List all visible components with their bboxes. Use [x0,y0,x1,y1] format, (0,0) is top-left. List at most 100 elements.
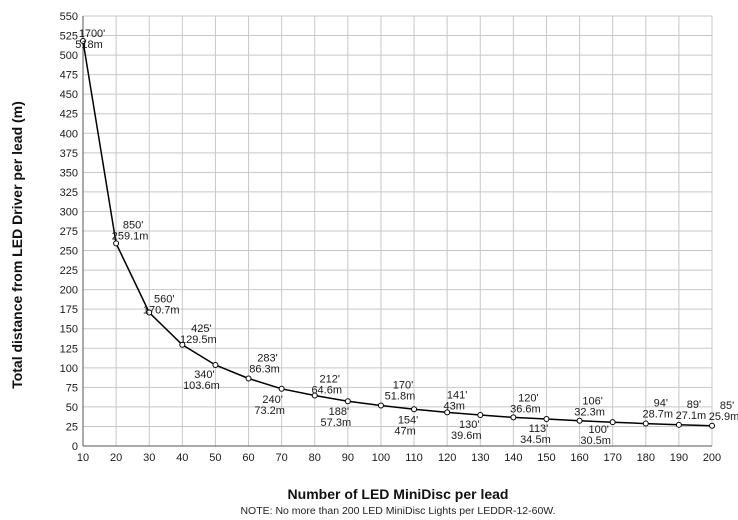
data-label-feet: 240' [262,394,282,406]
x-tick-label: 110 [405,452,423,464]
data-label-feet: 120' [518,392,538,404]
data-label-meters: 170.7m [143,305,180,317]
data-label-meters: 73.2m [254,405,285,417]
data-label-meters: 39.6m [451,430,482,442]
x-tick-label: 40 [176,452,188,464]
x-tick-label: 140 [504,452,522,464]
data-label-meters: 259.1m [112,230,149,242]
data-point [212,362,219,369]
data-point [80,38,86,45]
data-label-meters: 57.3m [321,417,352,429]
data-point [113,240,120,247]
series-line [82,40,713,427]
x-tick-label: 120 [438,452,456,464]
x-tick-label: 10 [77,452,89,464]
data-point [377,402,384,409]
data-label-meters: 28.7m [643,409,674,421]
data-label-meters: 129.5m [180,334,217,346]
x-tick-label: 180 [637,452,655,464]
y-tick-labels: 0 25 50 75 100 125 150 175 200 225 250 275 300 325 350… [60,11,78,453]
data-point [576,417,583,424]
y-tick-label: 350 [60,167,78,179]
x-tick-label: 20 [110,452,122,464]
data-points [80,38,715,429]
data-label-feet: 113' [529,423,549,435]
data-label-feet: 141' [447,389,467,401]
data-point [709,422,715,429]
y-tick-label: 275 [60,226,78,238]
data-label-meters: 51.8m [385,391,416,403]
data-label-feet: 425' [191,323,211,335]
x-tick-label: 160 [570,452,588,464]
data-label-feet: 170' [393,380,413,392]
data-label-feet: 560' [154,294,174,306]
x-tick-label: 30 [143,452,155,464]
x-tick-labels: 10 20 30 40 50 60 70 80 90 100 110 120 130 140 150 160 1… [77,452,721,464]
data-label-meters: 30.5m [580,435,611,447]
data-label-feet: 100' [588,424,608,436]
x-tick-label: 90 [342,452,354,464]
data-label-meters: 43m [443,400,464,412]
x-tick-label: 100 [372,452,390,464]
series-line-group [82,40,713,427]
data-label-feet: 188' [329,406,349,418]
data-label-meters: 34.5m [520,434,551,446]
data-label-feet: 340' [194,369,214,381]
data-label-feet: 94' [654,398,668,410]
data-point [642,420,649,427]
y-tick-label: 525 [60,31,78,43]
y-tick-label: 100 [60,363,78,375]
x-axis-label: Number of LED MiniDisc per lead [288,486,509,502]
data-label-feet: 283' [257,353,277,365]
x-tick-label: 50 [209,452,221,464]
data-point [675,421,682,428]
y-tick-label: 475 [60,70,78,82]
y-tick-label: 250 [60,246,78,258]
x-tick-label: 190 [670,452,688,464]
y-tick-label: 0 [72,441,78,453]
x-tick-label: 60 [242,452,254,464]
data-label-meters: 64.6m [311,384,342,396]
data-point [543,416,550,423]
data-point [278,385,285,392]
y-tick-label: 125 [60,343,78,355]
data-label-feet: 106' [582,396,602,408]
x-tick-label: 170 [604,452,622,464]
data-label-meters: 36.6m [510,403,541,415]
chart-note: NOTE: No more than 200 LED MiniDisc Ligh… [240,505,555,517]
y-tick-label: 150 [60,324,78,336]
y-tick-label: 400 [60,128,78,140]
y-tick-label: 200 [60,285,78,297]
data-label-meters: 32.3m [574,407,605,419]
data-label-meters: 86.3m [249,364,280,376]
y-tick-label: 50 [66,402,78,414]
data-label-meters: 103.6m [183,380,220,392]
data-label-feet: 154' [398,414,418,426]
x-tick-label: 70 [276,452,288,464]
y-tick-label: 500 [60,50,78,62]
data-label-feet: 89' [687,399,701,411]
data-point [510,414,517,421]
x-tick-label: 130 [471,452,489,464]
data-labels: 1700'518m 850'259.1m 560'170.7m 425'129.5m 3… [75,28,738,447]
y-tick-label: 550 [60,11,78,23]
y-tick-label: 75 [66,382,78,394]
x-tick-label: 80 [309,452,321,464]
x-tick-label: 200 [703,452,721,464]
data-point [146,309,153,316]
axes [82,16,712,447]
y-tick-label: 325 [60,187,78,199]
x-tick-label: 150 [537,452,555,464]
data-label-feet: 85' [720,400,734,412]
data-label-meters: 47m [394,425,415,437]
y-axis-label: Total distance from LED Driver per lead … [9,101,25,389]
data-label-feet: 1700' [79,28,106,40]
y-tick-label: 450 [60,89,78,101]
y-tick-label: 375 [60,148,78,160]
data-point [344,398,351,405]
data-point [477,412,484,419]
data-label-feet: 212' [320,373,340,385]
data-label-meters: 25.9m [709,411,738,423]
y-tick-label: 300 [60,206,78,218]
